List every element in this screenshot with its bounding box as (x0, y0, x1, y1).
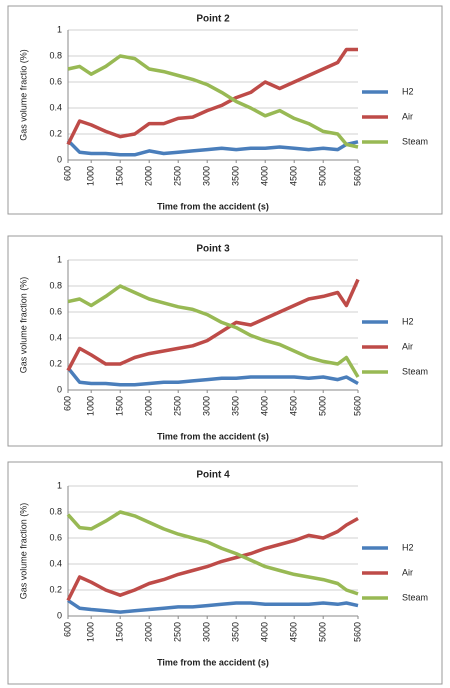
y-tick-label: 0.4 (49, 102, 62, 112)
x-tick-label: 600 (62, 166, 72, 181)
y-tick-label: 0.8 (49, 50, 62, 60)
x-tick-label: 3000 (202, 166, 212, 186)
x-tick-label: 1000 (86, 166, 96, 186)
legend-label: H2 (402, 86, 414, 96)
x-tick-label: 4000 (260, 622, 270, 642)
y-tick-label: 0.6 (49, 532, 62, 542)
y-axis-label: Gas volume fraction (%) (18, 503, 28, 600)
x-tick-label: 600 (62, 622, 72, 637)
y-tick-label: 1 (57, 254, 62, 264)
x-tick-label: 3000 (202, 622, 212, 642)
x-tick-label: 4500 (289, 622, 299, 642)
legend-label: Steam (402, 592, 428, 602)
x-tick-label: 5600 (352, 396, 362, 416)
y-tick-label: 0.2 (49, 584, 62, 594)
x-tick-label: 1500 (115, 396, 125, 416)
panel-border (7, 5, 443, 215)
series-line (67, 598, 359, 614)
series-line (66, 47, 358, 146)
chart-title: Point 3 (196, 244, 230, 255)
x-tick-label: 1000 (86, 622, 96, 642)
x-tick-label: 4000 (260, 396, 270, 416)
x-tick-label: 3000 (202, 396, 212, 416)
chart-title: Point 4 (196, 470, 230, 481)
series-line (66, 139, 359, 157)
x-tick-label: 2500 (173, 166, 183, 186)
x-tick-label: 5600 (352, 166, 362, 186)
x-tick-label: 2500 (173, 396, 183, 416)
y-tick-label: 0.6 (49, 76, 62, 86)
x-axis-label: Time from the accident (s) (157, 431, 269, 441)
series-line (67, 284, 360, 378)
x-tick-label: 5000 (318, 166, 328, 186)
y-tick-label: 0.4 (49, 332, 62, 342)
x-tick-label: 2000 (144, 396, 154, 416)
x-tick-label: 5000 (318, 622, 328, 642)
x-tick-label: 3500 (231, 622, 241, 642)
series-line (66, 366, 359, 387)
x-tick-label: 3500 (231, 396, 241, 416)
x-tick-label: 4500 (289, 396, 299, 416)
series-line (66, 278, 360, 372)
y-axis-label: Gas volume fraction (%) (18, 277, 28, 374)
x-tick-label: 5600 (352, 622, 362, 642)
y-tick-label: 0.6 (49, 306, 62, 316)
x-tick-label: 1000 (86, 396, 96, 416)
series-line (66, 510, 359, 596)
y-tick-label: 1 (57, 480, 62, 490)
y-tick-label: 0 (57, 154, 62, 164)
y-tick-label: 1 (57, 24, 62, 34)
y-tick-label: 0.2 (49, 358, 62, 368)
x-tick-label: 2500 (173, 622, 183, 642)
legend-label: H2 (402, 316, 414, 326)
chart-title: Point 2 (196, 14, 230, 25)
y-tick-label: 0.8 (49, 280, 62, 290)
x-tick-label: 5000 (318, 396, 328, 416)
panel-border (7, 235, 443, 447)
x-tick-label: 1500 (115, 622, 125, 642)
x-axis-label: Time from the accident (s) (157, 657, 269, 667)
series-line (67, 54, 359, 149)
y-tick-label: 0.8 (49, 506, 62, 516)
legend-label: Air (402, 341, 413, 351)
y-tick-label: 0.4 (49, 558, 62, 568)
x-axis-label: Time from the accident (s) (157, 201, 269, 211)
x-tick-label: 4000 (260, 166, 270, 186)
legend-label: Air (402, 111, 413, 121)
x-tick-label: 2000 (144, 166, 154, 186)
series-line (66, 516, 359, 602)
legend-label: H2 (402, 542, 414, 552)
x-tick-label: 4500 (289, 166, 299, 186)
legend-label: Steam (402, 136, 428, 146)
y-axis-label: Gas volume fractio (%) (18, 49, 28, 141)
y-tick-label: 0 (57, 384, 62, 394)
x-tick-label: 3500 (231, 166, 241, 186)
legend-label: Steam (402, 366, 428, 376)
y-tick-label: 0.2 (49, 128, 62, 138)
legend-label: Air (402, 567, 413, 577)
y-tick-label: 0 (57, 610, 62, 620)
x-tick-label: 1500 (115, 166, 125, 186)
x-tick-label: 600 (62, 396, 72, 411)
x-tick-label: 2000 (144, 622, 154, 642)
